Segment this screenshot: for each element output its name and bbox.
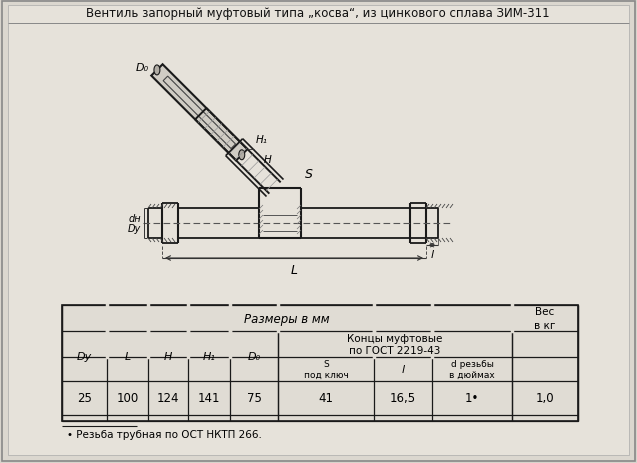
Text: H₁: H₁ xyxy=(255,135,267,144)
Text: Вентиль запорный муфтовый типа „косва“, из цинкового сплава ЗИМ-311: Вентиль запорный муфтовый типа „косва“, … xyxy=(86,6,550,19)
Text: 1•: 1• xyxy=(465,392,479,405)
Polygon shape xyxy=(151,65,247,161)
Text: L: L xyxy=(290,263,297,276)
Text: Концы муфтовые
по ГОСТ 2219-43: Концы муфтовые по ГОСТ 2219-43 xyxy=(347,333,443,355)
Text: S: S xyxy=(305,167,313,180)
Text: 100: 100 xyxy=(117,392,139,405)
Text: Dy: Dy xyxy=(128,224,141,233)
Text: H: H xyxy=(164,351,172,361)
Text: 1,0: 1,0 xyxy=(536,392,554,405)
Text: l: l xyxy=(431,250,434,259)
Text: d резьбы
в дюймах: d резьбы в дюймах xyxy=(449,360,495,379)
Text: H₁: H₁ xyxy=(203,351,215,361)
Text: Размеры в мм: Размеры в мм xyxy=(244,312,330,325)
Text: 75: 75 xyxy=(247,392,261,405)
Text: L: L xyxy=(124,351,131,361)
Polygon shape xyxy=(154,66,160,76)
Text: • Резьба трубная по ОСТ НКТП 266.: • Резьба трубная по ОСТ НКТП 266. xyxy=(67,429,262,439)
Text: l: l xyxy=(401,364,404,374)
Text: D₀: D₀ xyxy=(247,351,261,361)
Text: dн: dн xyxy=(129,213,141,224)
Text: H: H xyxy=(263,155,271,164)
Text: Dy: Dy xyxy=(77,351,92,361)
Text: 25: 25 xyxy=(77,392,92,405)
Polygon shape xyxy=(239,150,245,160)
Bar xyxy=(62,305,578,421)
Text: 124: 124 xyxy=(157,392,179,405)
Text: S
под ключ: S под ключ xyxy=(304,360,348,379)
Text: в кг: в кг xyxy=(534,320,555,330)
Text: 141: 141 xyxy=(197,392,220,405)
Text: D₀: D₀ xyxy=(136,63,149,73)
Text: 41: 41 xyxy=(318,392,334,405)
Text: Вес: Вес xyxy=(535,307,555,316)
Text: 16,5: 16,5 xyxy=(390,392,416,405)
